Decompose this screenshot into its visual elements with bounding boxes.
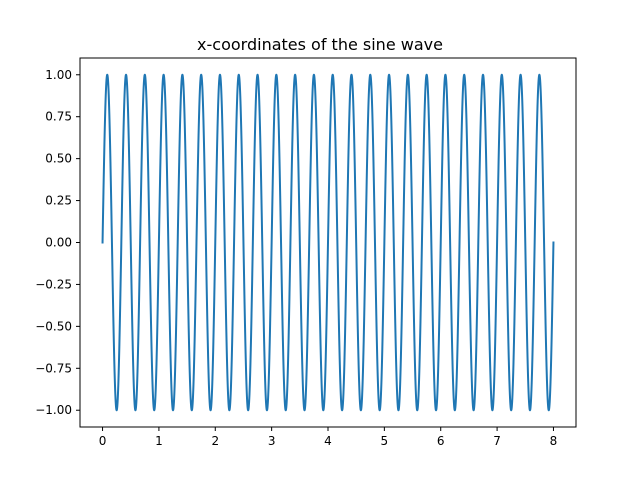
- chart-title: x-coordinates of the sine wave: [197, 35, 443, 54]
- x-tick-label: 7: [493, 434, 501, 448]
- y-tick-label: −1.00: [35, 403, 72, 417]
- x-tick-label: 5: [381, 434, 389, 448]
- y-tick-label: −0.50: [35, 319, 72, 333]
- axes: 0 1 2 3 4 5 6 7 8 −1.00 −0.75 −0.50 −0.25 0.00 0.25 0.5…: [35, 57, 577, 448]
- y-tick-label: −0.75: [35, 361, 72, 375]
- y-tick-label: 0.50: [45, 152, 72, 166]
- x-tick-label: 3: [268, 434, 276, 448]
- y-tick-label: 0.25: [45, 194, 72, 208]
- x-tick-label: 6: [437, 434, 445, 448]
- y-tick-label: 0.75: [45, 110, 72, 124]
- x-tick-label: 8: [550, 434, 558, 448]
- y-tick-label: 0.00: [45, 236, 72, 250]
- y-tick-label: 1.00: [45, 68, 72, 82]
- series-line-0: [101, 73, 555, 412]
- y-tick-label: −0.25: [35, 277, 72, 291]
- x-tick-label: 0: [99, 434, 107, 448]
- x-tick-label: 1: [155, 434, 163, 448]
- x-tick-label: 2: [211, 434, 219, 448]
- x-tick-label: 4: [324, 434, 332, 448]
